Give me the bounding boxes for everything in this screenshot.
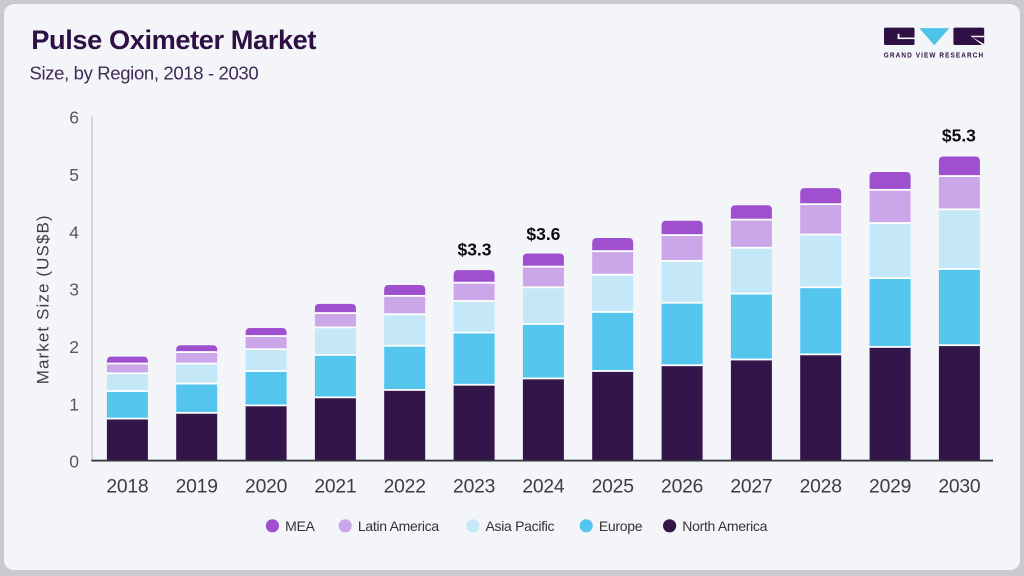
svg-text:2029: 2029 [869, 477, 911, 498]
svg-text:Latin America: Latin America [358, 518, 439, 534]
svg-text:GRAND VIEW RESEARCH: GRAND VIEW RESEARCH [884, 51, 985, 60]
svg-text:2024: 2024 [522, 477, 565, 498]
svg-text:MEA: MEA [285, 518, 315, 534]
svg-text:$3.3: $3.3 [457, 240, 491, 260]
svg-text:2026: 2026 [661, 477, 703, 498]
svg-text:2027: 2027 [730, 477, 772, 498]
svg-text:4: 4 [69, 222, 79, 242]
svg-text:Pulse Oximeter Market: Pulse Oximeter Market [31, 24, 316, 55]
svg-text:3: 3 [69, 280, 79, 300]
svg-text:2021: 2021 [314, 477, 356, 498]
svg-text:Asia Pacific: Asia Pacific [486, 518, 555, 534]
svg-text:6: 6 [69, 108, 79, 128]
svg-text:$5.3: $5.3 [942, 126, 976, 146]
svg-text:2019: 2019 [176, 477, 218, 498]
svg-text:2022: 2022 [384, 477, 426, 498]
svg-text:2020: 2020 [245, 477, 287, 498]
svg-text:2025: 2025 [592, 477, 634, 498]
svg-text:Size, by Region, 2018 - 2030: Size, by Region, 2018 - 2030 [30, 62, 259, 83]
svg-text:2: 2 [69, 337, 79, 357]
svg-text:$3.6: $3.6 [526, 224, 560, 244]
svg-text:2023: 2023 [453, 477, 495, 498]
svg-text:1: 1 [69, 394, 79, 414]
svg-text:Market Size (US$B): Market Size (US$B) [34, 214, 53, 384]
svg-text:0: 0 [69, 452, 79, 472]
svg-text:2018: 2018 [106, 477, 148, 498]
svg-text:5: 5 [69, 165, 79, 185]
svg-text:North America: North America [682, 518, 767, 534]
svg-text:2030: 2030 [938, 477, 980, 498]
svg-text:2028: 2028 [800, 477, 842, 498]
svg-text:Europe: Europe [599, 518, 643, 534]
